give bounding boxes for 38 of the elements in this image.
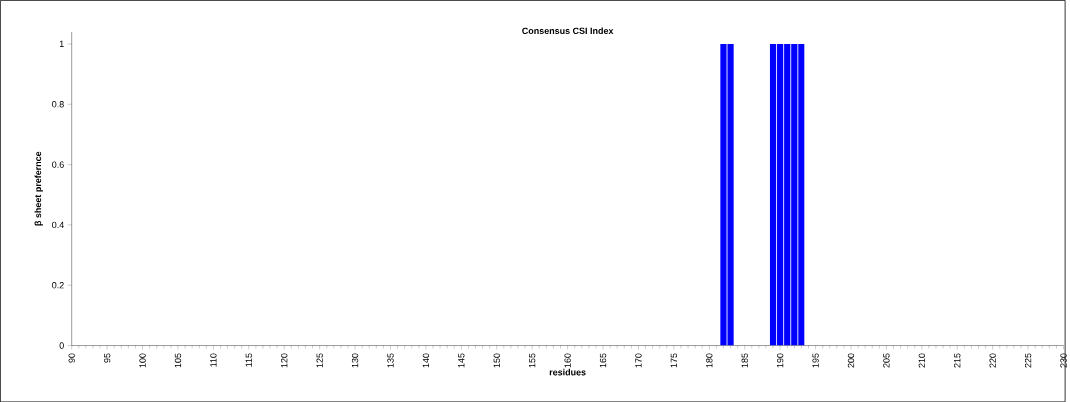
x-tick-label: 155: [529, 353, 536, 368]
x-tick-label: 170: [635, 353, 642, 368]
y-tick-label: 1: [59, 40, 64, 47]
x-axis-title: residues: [549, 368, 586, 376]
y-tick-label: 0.4: [52, 221, 64, 228]
x-tick-label: 90: [68, 353, 75, 363]
x-tick-label: 205: [883, 353, 890, 368]
x-tick-label: 140: [422, 353, 430, 368]
x-tick-label: 125: [316, 353, 323, 368]
chart-title: Consensus CSI Index: [522, 27, 614, 34]
y-tick-label: 0.6: [52, 161, 64, 168]
x-tick-label: 185: [741, 353, 748, 368]
x-tick-label: 105: [174, 353, 182, 368]
x-tick-label: 160: [564, 353, 571, 368]
x-tick-label: 175: [670, 353, 678, 368]
x-tick-label: 110: [210, 353, 217, 367]
x-tick-label: 100: [139, 353, 146, 368]
x-tick-label: 95: [103, 353, 111, 363]
x-tick-label: 130: [351, 353, 359, 368]
x-tick-label: 190: [776, 353, 784, 368]
x-tick-label: 180: [706, 353, 713, 368]
x-tick-label: 220: [989, 353, 996, 368]
x-tick-label: 195: [812, 353, 819, 368]
x-tick-label: 210: [918, 353, 926, 368]
x-tick-label: 145: [458, 353, 465, 368]
y-tick-label: 0.8: [52, 100, 64, 108]
x-tick-label: 225: [1024, 353, 1032, 368]
x-tick-label: 120: [281, 353, 288, 368]
x-tick-label: 200: [847, 353, 855, 368]
x-tick-label: 165: [599, 353, 607, 368]
y-tick-label: 0.2: [52, 281, 64, 289]
x-tick-label: 150: [493, 353, 500, 368]
y-tick-label: 0: [59, 342, 64, 349]
x-tick-label: 215: [954, 353, 961, 368]
y-axis-title: β sheet prefernce: [34, 151, 43, 226]
x-tick-label: 230: [1060, 353, 1067, 368]
x-tick-label: 135: [387, 353, 394, 368]
x-tick-label: 115: [245, 353, 252, 367]
